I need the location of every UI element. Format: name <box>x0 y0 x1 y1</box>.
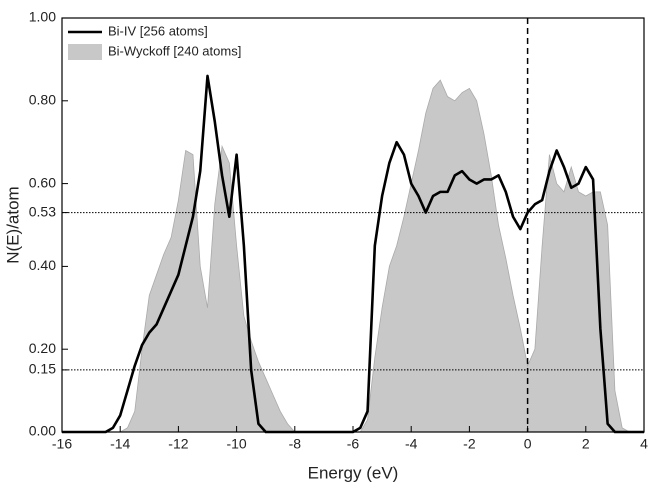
x-tick-label: -2 <box>463 436 476 452</box>
y-tick-label: 0.00 <box>29 423 56 439</box>
legend-label: Bi-Wyckoff [240 atoms] <box>108 43 241 58</box>
x-tick-label: -10 <box>226 436 246 452</box>
x-tick-label: -14 <box>110 436 130 452</box>
x-tick-label: 0 <box>524 436 532 452</box>
y-tick-label: 1.00 <box>29 9 56 25</box>
y-axis-label: N(E)/atom <box>3 186 22 263</box>
area <box>62 79 644 433</box>
y-tick-label: 0.53 <box>29 203 56 219</box>
x-axis-label: Energy (eV) <box>308 463 399 482</box>
x-tick-label: 4 <box>640 436 648 452</box>
legend-swatch <box>68 44 102 60</box>
x-tick-label: 2 <box>582 436 590 452</box>
y-tick-label: 0.60 <box>29 174 56 190</box>
x-tick-label: -12 <box>168 436 188 452</box>
x-tick-label: -8 <box>289 436 302 452</box>
x-tick-label: -4 <box>405 436 418 452</box>
x-tick-label: -16 <box>52 436 72 452</box>
legend-label: Bi-IV [256 atoms] <box>108 23 208 38</box>
y-tick-label: 0.15 <box>29 361 56 377</box>
x-tick-label: -6 <box>347 436 360 452</box>
y-tick-label: 0.40 <box>29 257 56 273</box>
y-tick-label: 0.20 <box>29 340 56 356</box>
y-tick-label: 0.80 <box>29 92 56 108</box>
